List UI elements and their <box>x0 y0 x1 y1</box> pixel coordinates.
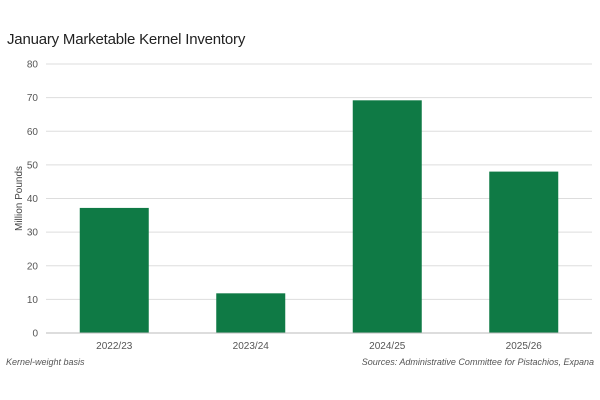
y-tick-label: 60 <box>27 127 39 138</box>
bar-2023-24 <box>216 293 286 333</box>
y-tick-label: 80 <box>27 60 39 71</box>
footnote: Kernel-weight basis <box>6 357 85 367</box>
y-tick-label: 40 <box>27 194 39 205</box>
bar-2024-25 <box>352 100 422 333</box>
y-tick-label: 20 <box>27 261 39 272</box>
y-tick-label: 0 <box>32 329 38 340</box>
y-tick-label: 10 <box>27 295 39 306</box>
x-tick-label: 2023/24 <box>233 341 270 352</box>
y-tick-label: 50 <box>27 160 39 171</box>
bar-2025-26 <box>489 171 559 333</box>
x-tick-label: 2025/26 <box>506 341 543 352</box>
y-tick-label: 70 <box>27 93 39 104</box>
source-note: Sources: Administrative Committee for Pi… <box>361 357 594 367</box>
bars <box>79 100 559 333</box>
y-tick-label: 30 <box>27 228 39 239</box>
bar-2022-23 <box>79 207 149 333</box>
chart-title: January Marketable Kernel Inventory <box>7 31 246 48</box>
y-axis-ticks: 0 10 20 30 40 50 60 70 80 <box>27 60 39 340</box>
x-axis-labels: 2022/23 2023/24 2024/25 2025/26 <box>96 341 542 352</box>
x-tick-label: 2024/25 <box>369 341 406 352</box>
y-axis-title: Million Pounds <box>14 166 25 231</box>
x-tick-label: 2022/23 <box>96 341 133 352</box>
